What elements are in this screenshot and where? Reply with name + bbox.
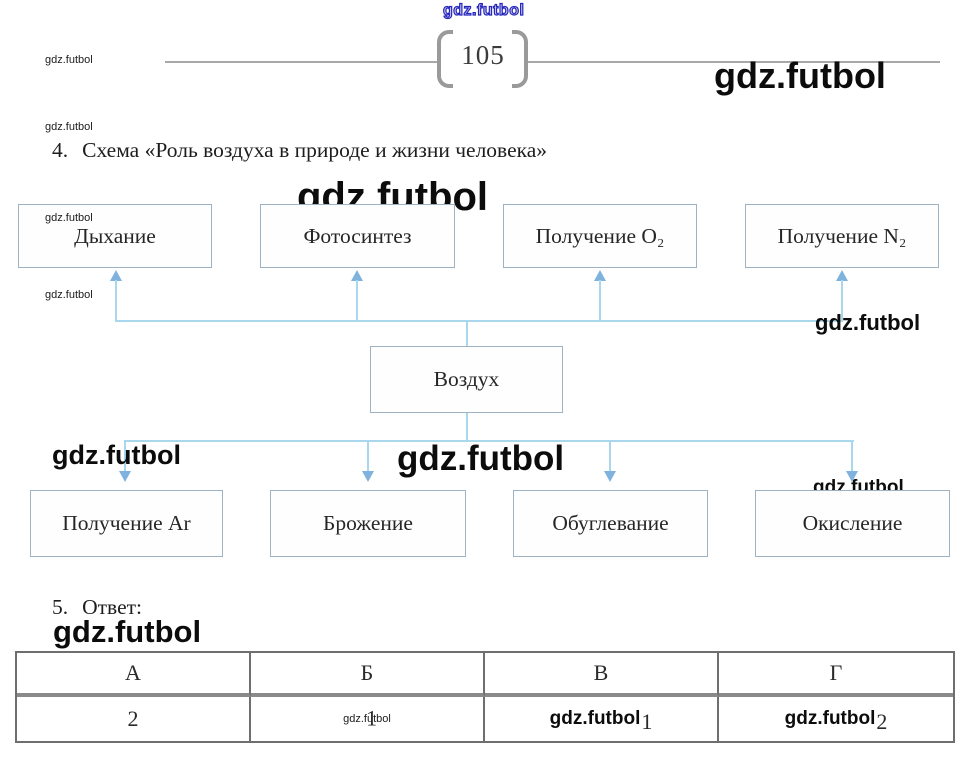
answer-digit: 1 — [641, 709, 653, 734]
watermark-bottom-left: gdz.futbol — [52, 440, 181, 470]
watermark-small-4: gdz.futbol — [45, 289, 93, 301]
table-header-v: В — [485, 653, 719, 697]
watermark-cell: gdz.futbol — [343, 713, 391, 725]
task5-title: Ответ: — [82, 595, 142, 619]
connector-line — [841, 280, 843, 322]
watermark-cell: gdz.futbol — [784, 708, 876, 729]
header-rule-right — [527, 61, 940, 63]
table-header-g: Г — [719, 653, 953, 697]
task4-number: 4. — [52, 138, 69, 162]
task5-number: 5. — [52, 595, 69, 619]
watermark-small-2: gdz.futbol — [45, 121, 93, 133]
table-value-b: gdz.futbol 1 — [251, 697, 485, 741]
task4-heading: 4. Схема «Роль воздуха в природе и жизни… — [52, 138, 547, 163]
header-rule-left — [165, 61, 437, 63]
connector-line — [356, 280, 358, 322]
diagram-box-oxygen: Получение O₂ — [503, 204, 697, 268]
connector-line — [851, 442, 853, 472]
diagram-box-label: Брожение — [323, 511, 413, 535]
diagram-box-label: Обуглевание — [552, 511, 669, 535]
table-value-v: gdz.futbol 1 — [485, 697, 719, 741]
arrow-down-icon — [846, 471, 858, 482]
table-value-a: 2 — [17, 697, 251, 741]
answer-table: А Б В Г 2 gdz.futbol 1 gdz.futbol 1 gdz.… — [15, 651, 955, 743]
page-number-bracket-right — [512, 30, 528, 88]
arrow-up-icon — [110, 270, 122, 281]
diagram-box-nitrogen: Получение N₂ — [745, 204, 939, 268]
arrow-down-icon — [604, 471, 616, 482]
diagram-box-label: Воздух — [433, 367, 500, 391]
table-header-b: Б — [251, 653, 485, 697]
watermark-small-1: gdz.futbol — [45, 54, 93, 66]
connector-line — [124, 440, 854, 442]
table-header-a: А — [17, 653, 251, 697]
diagram-box-photosynthesis: Фотосинтез — [260, 204, 455, 268]
diagram-box-label: Окисление — [802, 511, 903, 535]
connector-line — [466, 322, 468, 346]
watermark-bottom-center: gdz.futbol — [397, 439, 565, 478]
connector-line — [599, 280, 601, 322]
watermark-mid-right: gdz.futbol — [815, 310, 921, 335]
connector-line — [609, 442, 611, 472]
connector-line — [124, 442, 126, 472]
diagram-box-label: Получение O₂ — [535, 223, 665, 248]
answer-digit: 1 — [366, 705, 378, 731]
connector-line — [367, 442, 369, 472]
connector-line — [115, 280, 117, 322]
watermark-small-3: gdz.futbol — [45, 212, 93, 224]
diagram-box-charring: Обуглевание — [513, 490, 708, 557]
connector-line — [115, 320, 843, 322]
diagram-box-oxidation: Окисление — [755, 490, 950, 557]
arrow-down-icon — [362, 471, 374, 482]
page-number-bracket-left — [437, 30, 453, 88]
diagram-box-air: Воздух — [370, 346, 563, 413]
arrow-up-icon — [836, 270, 848, 281]
page-number: 105 — [461, 40, 505, 70]
watermark-top-blue: gdz.futbol — [442, 1, 525, 19]
diagram-box-label: Получение Ar — [62, 511, 191, 535]
arrow-down-icon — [119, 471, 131, 482]
watermark-top-right: gdz.futbol — [714, 55, 886, 96]
arrow-up-icon — [594, 270, 606, 281]
diagram-box-label: Дыхание — [74, 223, 156, 248]
task5-heading: 5. Ответ: — [52, 595, 142, 620]
diagram-box-fermentation: Брожение — [270, 490, 466, 557]
diagram-box-label: Фотосинтез — [303, 223, 412, 248]
diagram-box-label: Получение N₂ — [777, 223, 907, 248]
table-value-g: gdz.futbol 2 — [719, 697, 953, 741]
answer-digit: 2 — [876, 709, 888, 734]
watermark-answer: gdz.futbol — [53, 614, 202, 649]
diagram-box-breathing: gdz.futbol Дыхание — [18, 204, 212, 268]
answer-digit: 2 — [127, 706, 139, 731]
connector-line — [466, 413, 468, 442]
arrow-up-icon — [351, 270, 363, 281]
watermark-cell: gdz.futbol — [549, 708, 641, 729]
diagram-box-argon: Получение Ar — [30, 490, 223, 557]
task4-title: Схема «Роль воздуха в природе и жизни че… — [82, 138, 548, 162]
